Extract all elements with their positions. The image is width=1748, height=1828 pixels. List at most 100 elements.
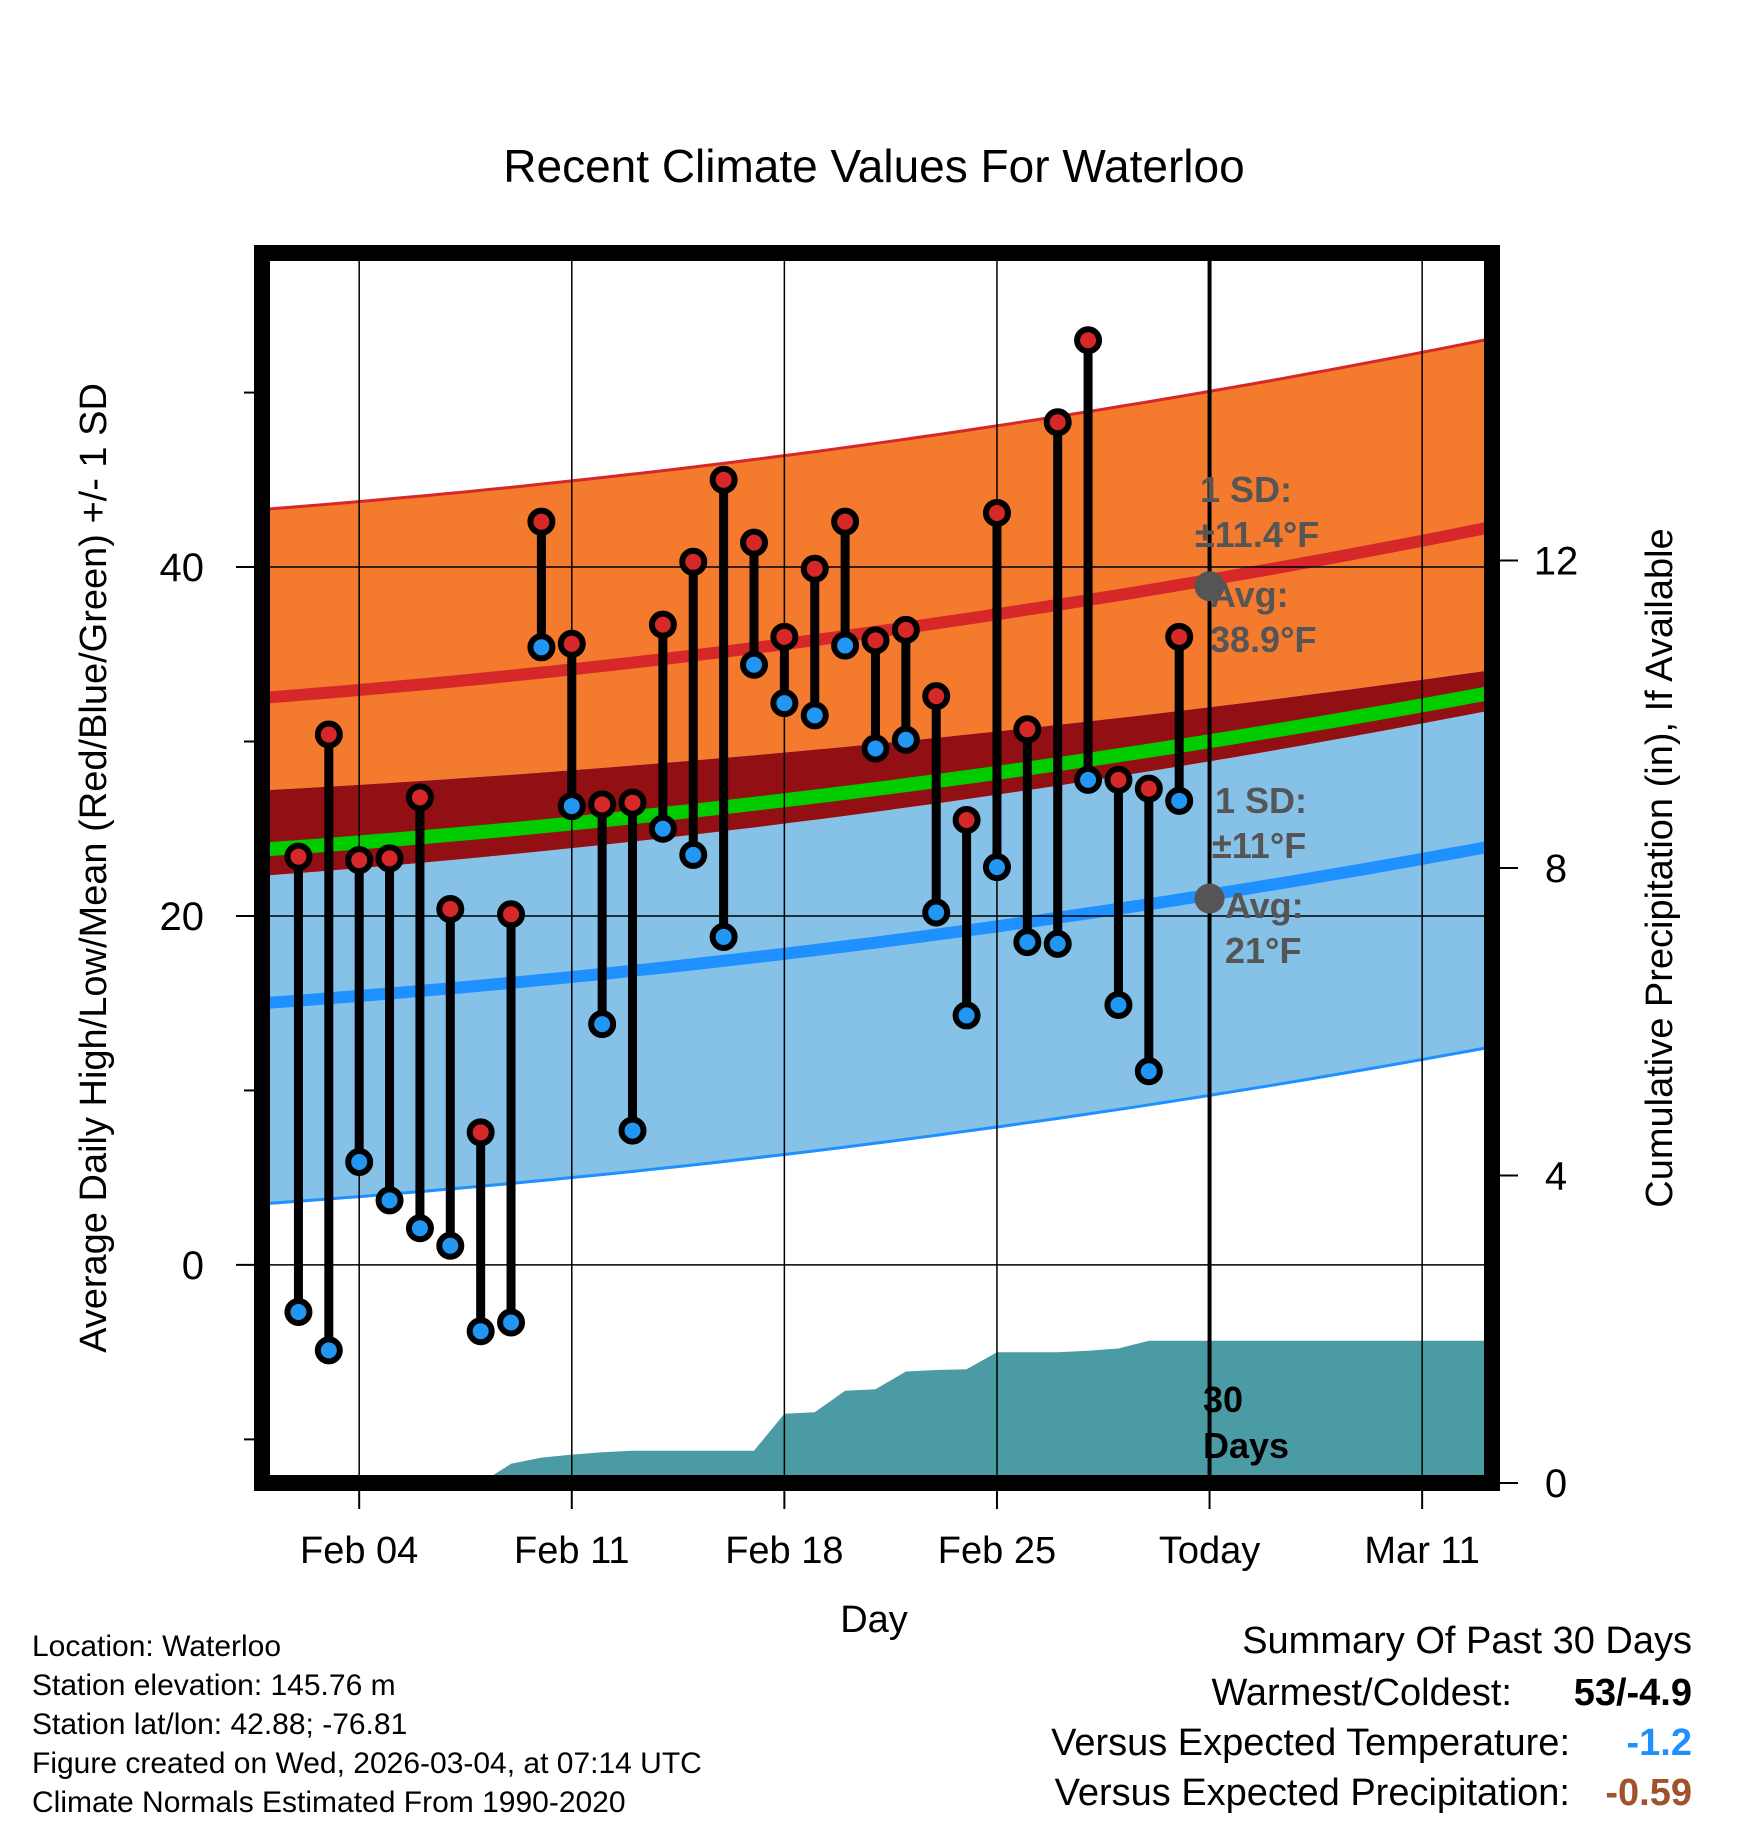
mean-normal-line <box>262 685 1492 857</box>
low-band-bottom-edge <box>262 1045 1492 1206</box>
daily-high-point <box>557 629 586 658</box>
daily-low-point <box>952 1001 981 1030</box>
daily-low-point <box>648 814 677 843</box>
summary-temp-value: -1.2 <box>1626 1722 1692 1764</box>
daily-high-point <box>648 610 677 639</box>
high-avg-value: 38.9°F <box>1210 619 1316 660</box>
daily-high-point <box>1134 774 1163 803</box>
y2-tick-label: 0 <box>1545 1462 1567 1506</box>
daily-low-point <box>284 1298 313 1327</box>
daily-low-point <box>405 1214 434 1243</box>
daily-low-point <box>618 1116 647 1145</box>
y-tick-label: 20 <box>160 895 205 939</box>
low-avg-value: 21°F <box>1225 930 1301 971</box>
daily-low-point <box>770 689 799 718</box>
low-sd-label: 1 SD: <box>1215 780 1307 821</box>
daily-low-point <box>314 1336 343 1365</box>
daily-high-point <box>1165 622 1194 651</box>
axes: Feb 04 Feb 11 Feb 18 Feb 25 Today Mar 1102040… <box>160 391 1579 1572</box>
daily-high-point <box>800 554 829 583</box>
y-tick-label: 0 <box>182 1244 204 1288</box>
precipitation-area <box>480 1340 1492 1483</box>
y-axis-label: Average Daily High/Low/Mean (Red/Blue/Gr… <box>73 383 115 1353</box>
daily-high-point <box>527 507 556 536</box>
daily-high-point <box>1104 765 1133 794</box>
days-count: 30 <box>1203 1379 1243 1420</box>
chart-title: Recent Climate Values For Waterloo <box>503 140 1244 192</box>
daily-low-point <box>740 650 768 679</box>
daily-low-point <box>709 922 738 951</box>
low-sd-value: ±11°F <box>1212 825 1306 866</box>
high-avg-marker <box>1194 571 1225 602</box>
daily-high-point <box>1074 326 1103 355</box>
daily-low-point <box>557 792 586 821</box>
daily-low-point <box>800 701 829 730</box>
daily-low-point <box>497 1308 526 1337</box>
x-tick-label: Feb 18 <box>725 1530 843 1572</box>
summary-temp-label: Versus Expected Temperature: <box>1051 1722 1570 1764</box>
daily-high-point <box>588 790 617 819</box>
daily-high-point <box>375 844 404 873</box>
daily-low-point <box>922 898 951 927</box>
high-avg-label: Avg: <box>1210 574 1289 615</box>
low-avg-marker <box>1194 883 1225 914</box>
daily-high-point <box>466 1118 495 1147</box>
daily-low-point <box>891 725 920 754</box>
daily-values <box>284 326 1194 1365</box>
low-avg-label: Avg: <box>1225 885 1304 926</box>
y2-axis-label: Cumulative Precipitation (in), If Availa… <box>1639 528 1681 1207</box>
daily-high-point <box>436 895 465 923</box>
daily-low-point <box>375 1186 404 1215</box>
daily-high-point <box>1013 715 1042 744</box>
daily-high-point <box>405 783 434 812</box>
daily-high-point <box>284 842 313 871</box>
daily-high-point <box>740 528 768 557</box>
daily-high-point <box>891 615 920 644</box>
y2-tick-label: 4 <box>1545 1155 1567 1199</box>
daily-low-point <box>1104 990 1133 1019</box>
y2-tick-label: 12 <box>1534 540 1579 584</box>
days-label: Days <box>1203 1425 1289 1466</box>
daily-high-point <box>314 720 343 749</box>
daily-low-point <box>1074 765 1103 794</box>
daily-high-point <box>952 806 981 835</box>
daily-low-point <box>1043 929 1072 958</box>
daily-high-point <box>922 682 951 711</box>
y-tick-label: 40 <box>160 546 205 590</box>
daily-high-point <box>345 846 374 875</box>
daily-low-point <box>831 631 860 660</box>
daily-high-point <box>679 547 708 576</box>
x-tick-label: Feb 04 <box>300 1530 418 1572</box>
high-band-top-edge <box>262 337 1492 511</box>
daily-low-point <box>345 1147 374 1176</box>
x-tick-label: Mar 11 <box>1364 1530 1479 1572</box>
daily-high-point <box>1043 408 1072 437</box>
daily-low-point <box>1165 786 1194 815</box>
daily-low-point <box>982 853 1011 882</box>
daily-high-point <box>831 507 860 536</box>
plot-frame <box>254 245 1500 1491</box>
summary-warmest-value: 53/-4.9 <box>1573 1672 1692 1714</box>
high-sd-label: 1 SD: <box>1200 469 1292 510</box>
x-tick-label: Today <box>1159 1530 1260 1572</box>
daily-low-point <box>466 1317 495 1346</box>
daily-high-point <box>618 788 647 817</box>
x-tick-label: Feb 25 <box>938 1530 1056 1572</box>
x-tick-label: Feb 11 <box>514 1530 629 1572</box>
daily-high-point <box>497 900 526 929</box>
daily-low-point <box>588 1010 617 1039</box>
daily-low-point <box>679 840 708 869</box>
footer-elevation: Station elevation: 145.76 m <box>32 1669 396 1702</box>
daily-low-point <box>527 633 556 662</box>
summary-precip-value: -0.59 <box>1605 1772 1692 1814</box>
summary-warmest-label: Warmest/Coldest: <box>1211 1672 1512 1714</box>
daily-low-point <box>436 1231 465 1260</box>
footer-latlon: Station lat/lon: 42.88; -76.81 <box>32 1708 408 1741</box>
summary-precip-label: Versus Expected Precipitation: <box>1054 1772 1570 1814</box>
daily-high-point <box>861 626 890 655</box>
low-sd-band <box>262 710 1492 1204</box>
high-sd-value: ±11.4°F <box>1195 514 1319 555</box>
x-axis-label: Day <box>840 1599 908 1641</box>
daily-low-point <box>1134 1057 1163 1086</box>
